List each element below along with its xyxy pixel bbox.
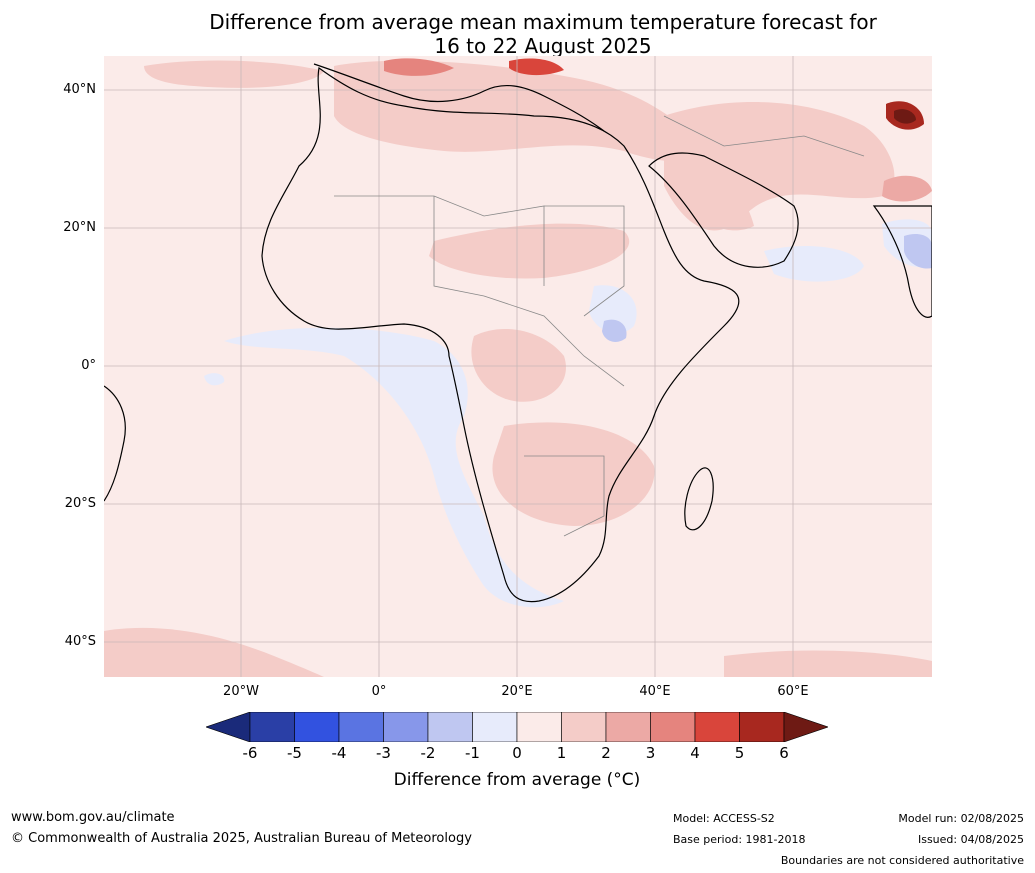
colorbar-label: Difference from average (°C): [393, 770, 641, 790]
colorbar-swatch: [294, 712, 340, 742]
warm-area-south-atlantic: [104, 627, 324, 677]
lat-label-0: 0°: [81, 358, 96, 373]
map-graticule: [104, 56, 932, 677]
coastline-india: [872, 205, 932, 318]
colorbar-tick-label: -3: [376, 744, 391, 762]
lon-label-20e: 20°E: [501, 684, 533, 699]
footer-model-run: Model run: 02/08/2025: [898, 812, 1024, 825]
warm-area-south-indian: [724, 650, 932, 677]
footer-model: Model: ACCESS-S2: [673, 812, 775, 825]
warm-area-north-atlantic: [144, 60, 324, 88]
coastline-europe: [313, 63, 605, 132]
colorbar-swatch: [739, 712, 785, 742]
lat-label-40n: 40°N: [63, 82, 96, 97]
colorbar-tick-label: -2: [420, 744, 436, 762]
warm-area-strong-mediterranean: [384, 58, 454, 76]
national-borders: [334, 115, 865, 537]
colorbar-tick-label: 4: [690, 744, 700, 762]
colorbar-tick-label: -4: [331, 744, 347, 762]
colorbar-tick-label: 5: [734, 744, 745, 762]
border-central: [483, 295, 625, 387]
colorbar-tick-label: 2: [601, 744, 611, 762]
colorbar-tick-label: 0: [512, 744, 522, 762]
coastline-africa-west: [261, 66, 740, 603]
lat-label-20n: 20°N: [63, 220, 96, 235]
colorbar-swatch: [249, 712, 295, 742]
cool-area-horn-of-africa: [589, 285, 637, 334]
colorbar-tick-label: 1: [556, 744, 567, 762]
cool-area-lake-victoria: [602, 319, 627, 342]
colorbar-swatch: [383, 712, 429, 742]
colorbar-swatch: [516, 712, 562, 742]
colorbar-extend-high: [783, 712, 828, 742]
lon-label-20w: 20°W: [223, 684, 259, 699]
colorbar-tick-label: 6: [779, 744, 789, 762]
warm-area-southern-africa: [492, 422, 655, 526]
cool-area-gulf-of-guinea: [224, 327, 564, 608]
colorbar-swatch: [427, 712, 473, 742]
coastlines: [104, 63, 932, 603]
colorbar-tick-label: 3: [645, 744, 656, 762]
warm-area-central-africa: [471, 328, 566, 402]
border-east-africa: [544, 205, 625, 317]
colorbar-swatch: [650, 712, 696, 742]
border-south: [524, 455, 605, 537]
footer-base-period: Base period: 1981-2018: [673, 833, 806, 846]
warm-area-strong-balkans: [509, 58, 564, 76]
footer-disclaimer: Boundaries are not considered authoritat…: [780, 854, 1024, 867]
colorbar-swatch: [694, 712, 740, 742]
colorbar-tick-label: -1: [465, 744, 480, 762]
border-sahara-2: [433, 196, 485, 297]
coastline-south-america: [104, 385, 126, 502]
coastline-madagascar: [684, 467, 714, 531]
colorbar-tick-label: -6: [242, 744, 258, 762]
colorbar-tick-label: -5: [287, 744, 302, 762]
cool-area-himalaya: [904, 234, 932, 269]
warm-anomaly-areas: [104, 58, 932, 677]
warm-area-sahel: [429, 223, 630, 279]
footer-issued: Issued: 04/08/2025: [917, 833, 1024, 846]
footer-copyright: © Commonwealth of Australia 2025, Austra…: [11, 831, 472, 846]
cool-area-small-atlantic: [204, 373, 225, 386]
colorbar-extend-low: [206, 712, 251, 742]
colorbar: [206, 712, 828, 742]
colorbar-swatch: [472, 712, 518, 742]
colorbar-swatch: [561, 712, 607, 742]
lon-label-0: 0°: [371, 684, 387, 699]
lon-label-60e: 60°E: [777, 684, 809, 699]
border-sahara-1: [334, 195, 545, 286]
lon-label-40e: 40°E: [639, 684, 671, 699]
lat-label-20s: 20°S: [64, 496, 96, 511]
temperature-anomaly-map: [104, 56, 932, 677]
warm-area-peak-asia: [894, 109, 916, 124]
colorbar-swatch: [338, 712, 384, 742]
title-line-1: Difference from average mean maximum tem…: [209, 10, 877, 34]
cool-anomaly-areas: [204, 219, 932, 608]
colorbar-swatch: [605, 712, 651, 742]
title-line-2: 16 to 22 August 2025: [434, 34, 652, 58]
cool-area-arabian-sea: [764, 246, 864, 282]
warm-area-india: [882, 175, 932, 202]
coastline-arabia: [648, 152, 799, 268]
lat-label-40s: 40°S: [64, 634, 96, 649]
border-middle-east: [663, 115, 865, 157]
map-title: Difference from average mean maximum tem…: [104, 10, 982, 58]
footer-website: www.bom.gov.au/climate: [11, 810, 175, 825]
